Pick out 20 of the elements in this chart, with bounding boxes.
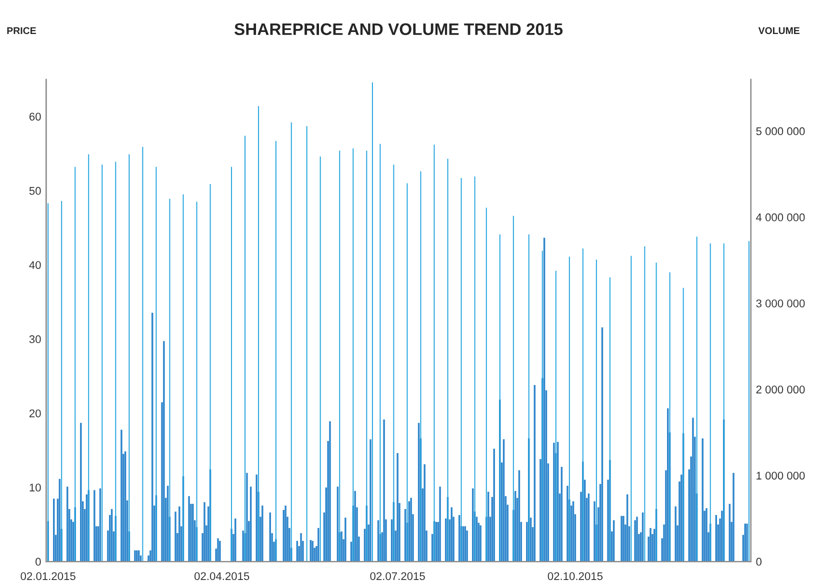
x-tick-label: 02.01.2015 [20,572,76,580]
x-tick-label: 02.10.2015 [548,572,603,580]
x-tick-label: 02.04.2015 [194,572,250,580]
y2-tick-label: 5 000 000 [756,127,805,136]
y-tick-label: 30 [29,335,41,344]
y-tick-label: 60 [29,112,41,121]
y2-tick-label: 1 000 000 [756,472,805,480]
y2-tick-label: 3 000 000 [756,300,805,308]
y-tick-label: 10 [30,484,41,492]
y2-tick-label: 4 000 000 [756,213,805,222]
chart-title: SHAREPRICE AND VOLUME TREND 2015 [234,23,563,36]
y-tick-label: 50 [29,186,41,195]
y-tick-label: 20 [29,409,41,418]
y2-tick-label: 2 000 000 [756,386,805,394]
y2-tick-label: 0 [756,558,762,566]
y-tick-label: 0 [36,558,41,566]
y-tick-label: 40 [29,261,41,269]
x-tick-label: 02.07.2015 [370,572,425,580]
y2-axis-title: VOLUME [758,27,800,34]
y-axis-title: PRICE [7,27,36,34]
